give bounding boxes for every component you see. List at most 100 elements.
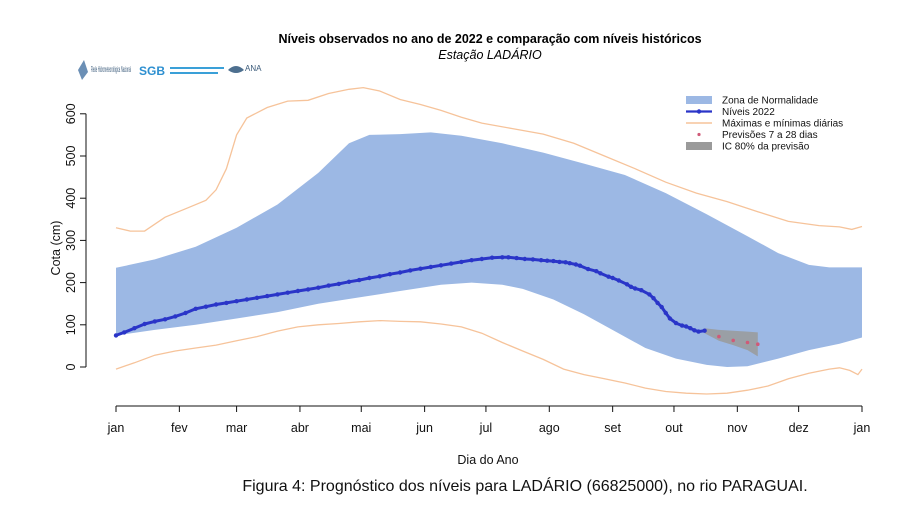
observed-2022-layer	[113, 255, 707, 338]
observed-2022-point	[639, 288, 644, 293]
x-tick-label: out	[665, 421, 683, 435]
observed-2022-point	[397, 270, 403, 275]
observed-2022-point	[506, 255, 511, 260]
observed-2022-point	[193, 306, 198, 311]
ana-logo-text: ANA	[245, 64, 262, 73]
observed-2022-point	[545, 258, 550, 263]
forecast-point	[731, 338, 735, 343]
observed-2022-point	[530, 257, 536, 262]
observed-2022-point	[418, 266, 423, 271]
legend-item-ic-80-da-previsao: IC 80% da previsão	[686, 142, 810, 153]
legend-swatch	[686, 142, 712, 150]
observed-2022-point	[346, 279, 352, 284]
observed-2022-point	[551, 258, 556, 264]
observed-2022-point	[152, 319, 157, 324]
x-tick-label: jul	[479, 421, 493, 435]
observed-2022-point	[628, 284, 634, 289]
x-tick-label: dez	[789, 421, 809, 435]
observed-2022-point	[265, 293, 270, 299]
observed-2022-point	[438, 263, 444, 268]
observed-2022-point	[624, 282, 630, 287]
observed-2022-point	[244, 297, 249, 302]
observed-2022-point	[567, 261, 572, 266]
observed-2022-point	[449, 261, 454, 266]
legend-swatch	[686, 96, 712, 104]
rede-logo: Rede Hidrometeorológica Nacional	[78, 60, 131, 80]
observed-2022-point	[357, 277, 362, 283]
observed-2022-point	[606, 274, 611, 279]
observed-2022-point	[479, 256, 484, 262]
observed-2022-point	[702, 328, 707, 333]
sgb-logo-text: SGB	[139, 64, 165, 78]
figure-caption: Figura 4: Prognóstico dos níveis para LA…	[242, 478, 808, 495]
x-tick-label: nov	[727, 421, 748, 435]
y-tick-label: 300	[64, 230, 78, 251]
observed-2022-point	[573, 262, 579, 267]
observed-2022-point	[667, 316, 673, 321]
observed-2022-point	[688, 326, 693, 331]
observed-2022-point	[254, 295, 260, 300]
y-tick-label: 0	[64, 363, 78, 370]
min-max-layer	[115, 86, 863, 395]
legend-label: Previsões 7 a 28 dias	[722, 130, 818, 141]
observed-2022-point	[692, 328, 697, 333]
x-tick-label: jun	[415, 421, 433, 435]
observed-2022-point	[696, 329, 701, 334]
y-axis-ticks: 0 100 200 300 400 500 600	[64, 103, 86, 370]
observed-2022-point	[234, 299, 239, 304]
observed-2022-point	[679, 323, 685, 328]
legend-label: Máximas e mínimas diárias	[722, 119, 843, 130]
legend-label: Níveis 2022	[722, 107, 775, 118]
forecast-point	[717, 334, 721, 339]
x-tick-label: abr	[291, 421, 309, 435]
observed-2022-point	[142, 321, 147, 327]
observed-2022-point	[577, 263, 583, 268]
observed-2022-point	[514, 255, 519, 261]
observed-2022-point	[275, 292, 280, 297]
y-tick-label: 100	[64, 314, 78, 335]
observed-2022-point	[616, 278, 621, 283]
observed-2022-point	[489, 255, 495, 260]
observed-2022-point	[316, 285, 321, 290]
legend-swatch-point	[696, 109, 702, 114]
forecast-point	[756, 342, 760, 347]
plot-area	[113, 86, 863, 395]
observed-2022-point	[203, 304, 209, 309]
observed-2022-point	[387, 272, 393, 277]
observed-2022-point	[367, 275, 372, 281]
observed-2022-point	[563, 260, 568, 265]
normal-zone-band	[116, 132, 862, 367]
y-tick-label: 500	[64, 146, 78, 167]
observed-2022-point	[326, 283, 331, 288]
forecast-point	[745, 340, 750, 345]
observed-2022-point	[162, 317, 168, 322]
observed-2022-point	[305, 287, 311, 292]
x-tick-label: jan	[107, 421, 125, 435]
logos: Rede Hidrometeorológica Nacional SGB ANA	[78, 60, 262, 80]
chart-subtitle: Estação LADÁRIO	[438, 47, 542, 62]
observed-2022-point	[183, 310, 188, 316]
ana-logo-icon	[228, 66, 244, 73]
ana-logo: ANA	[228, 64, 262, 73]
observed-2022-point	[598, 271, 603, 276]
legend-item-previsoes-7-a-28-dias: Previsões 7 a 28 dias	[697, 130, 818, 141]
y-tick-label: 200	[64, 272, 78, 293]
observed-2022-point	[538, 258, 544, 263]
legend-item-maximas-e-minimas-diarias: Máximas e mínimas diárias	[686, 119, 843, 130]
observed-2022-point	[377, 274, 382, 279]
normal-zone-layer	[116, 132, 862, 367]
axes: jan fev mar abr mai jun jul ago set out nov dez jan …	[64, 103, 870, 435]
sgb-logo-line	[170, 67, 224, 69]
x-tick-label: mar	[226, 421, 248, 435]
daily-max-line	[115, 86, 863, 232]
observed-2022-point	[428, 264, 433, 270]
legend-item-zona-de-normalidade: Zona de Normalidade	[686, 96, 819, 107]
x-tick-label: ago	[539, 421, 560, 435]
y-axis-label: Cota (cm)	[49, 221, 63, 276]
observed-2022-point	[684, 324, 689, 329]
observed-2022-point	[173, 314, 178, 319]
observed-2022-point	[336, 281, 341, 287]
sgb-logo-bg	[138, 64, 178, 77]
